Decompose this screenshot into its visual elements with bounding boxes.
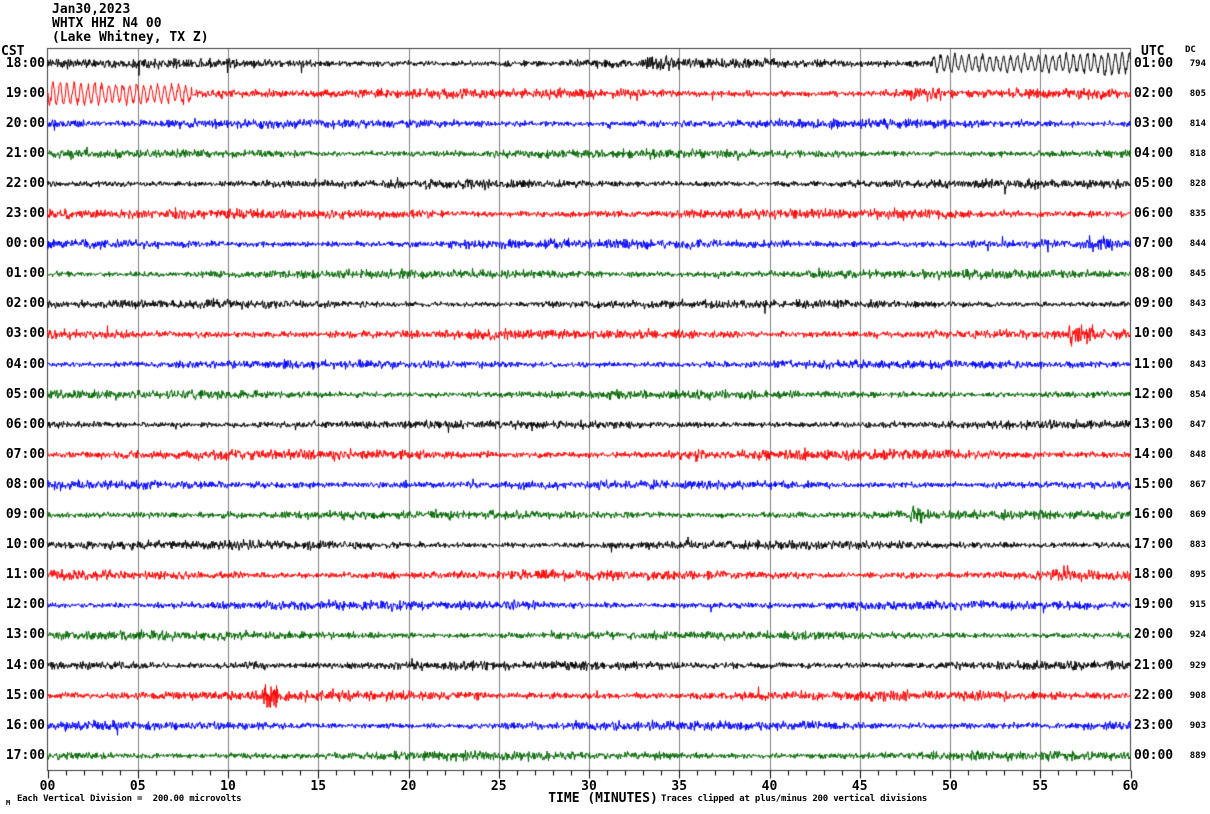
x-tick-label: 40 bbox=[761, 779, 778, 794]
cst-time-label: 17:00 bbox=[5, 747, 45, 763]
dc-offset-value: 854 bbox=[1189, 389, 1206, 400]
dc-offset-value: 843 bbox=[1189, 329, 1206, 340]
cst-time-label: 15:00 bbox=[5, 687, 45, 703]
scale-marker-glyph: M bbox=[6, 799, 11, 807]
cst-time-label: 05:00 bbox=[5, 386, 45, 402]
x-tick-label: 05 bbox=[129, 779, 146, 794]
utc-time-label: 02:00 bbox=[1134, 85, 1174, 101]
station-location: (Lake Whitney, TX Z) bbox=[52, 30, 209, 45]
dc-offset-value: 805 bbox=[1189, 88, 1206, 99]
utc-time-label: 19:00 bbox=[1134, 597, 1174, 613]
utc-time-label: 04:00 bbox=[1134, 145, 1174, 161]
utc-time-label: 09:00 bbox=[1134, 296, 1174, 312]
cst-time-label: 09:00 bbox=[5, 507, 45, 522]
dc-offset-value: 903 bbox=[1189, 720, 1206, 731]
x-tick-label: 20 bbox=[400, 779, 417, 794]
dc-offset-value: 895 bbox=[1189, 570, 1206, 581]
utc-time-label: 08:00 bbox=[1134, 266, 1174, 282]
utc-time-label: 21:00 bbox=[1134, 657, 1174, 673]
dc-offset-value: 869 bbox=[1189, 510, 1206, 520]
cst-time-label: 03:00 bbox=[5, 326, 45, 342]
dc-offset-value: 889 bbox=[1189, 750, 1206, 761]
utc-time-label: 11:00 bbox=[1134, 356, 1174, 372]
x-tick-label: 35 bbox=[671, 779, 688, 794]
dc-offset-value: 828 bbox=[1189, 178, 1206, 189]
utc-time-label: 07:00 bbox=[1134, 236, 1174, 252]
utc-time-label: 06:00 bbox=[1134, 206, 1174, 221]
cst-time-label: 14:00 bbox=[5, 657, 45, 673]
utc-time-label: 20:00 bbox=[1134, 627, 1174, 643]
dc-offset-value: 848 bbox=[1189, 449, 1206, 460]
dc-offset-value: 847 bbox=[1189, 419, 1206, 430]
utc-time-label: 01:00 bbox=[1134, 55, 1174, 71]
cst-time-label: 23:00 bbox=[5, 206, 45, 221]
utc-time-label: 13:00 bbox=[1134, 416, 1174, 432]
dc-offset-value: 843 bbox=[1189, 299, 1206, 310]
x-tick-label: 50 bbox=[942, 779, 958, 794]
dc-column-header: DC bbox=[1185, 45, 1196, 55]
x-tick-label: 45 bbox=[851, 779, 868, 794]
cst-time-label: 00:00 bbox=[5, 236, 45, 252]
station-code: WHTX HHZ N4 00 bbox=[52, 16, 162, 31]
cst-time-label: 20:00 bbox=[5, 115, 45, 131]
dc-offset-value: 867 bbox=[1189, 479, 1206, 490]
dc-offset-value: 845 bbox=[1189, 269, 1206, 280]
utc-time-label: 22:00 bbox=[1134, 687, 1174, 703]
footer-clip-text: Traces clipped at plus/minus 200 vertica… bbox=[661, 794, 928, 804]
x-tick-label: 60 bbox=[1122, 779, 1139, 794]
utc-time-label: 14:00 bbox=[1134, 446, 1174, 462]
cst-time-label: 21:00 bbox=[5, 145, 45, 161]
dc-offset-value: 818 bbox=[1189, 148, 1206, 159]
dc-offset-value: 929 bbox=[1189, 660, 1206, 671]
utc-time-label: 00:00 bbox=[1134, 747, 1174, 763]
dc-offset-value: 835 bbox=[1189, 209, 1206, 219]
dc-offset-value: 844 bbox=[1189, 239, 1206, 250]
x-tick-label: 10 bbox=[220, 779, 236, 794]
cst-time-label: 01:00 bbox=[5, 266, 45, 282]
dc-offset-value: 814 bbox=[1189, 118, 1206, 129]
cst-time-label: 10:00 bbox=[5, 537, 45, 553]
cst-time-label: 08:00 bbox=[5, 476, 45, 492]
utc-time-label: 15:00 bbox=[1134, 476, 1174, 492]
dc-offset-value: 915 bbox=[1189, 600, 1206, 611]
cst-time-label: 13:00 bbox=[5, 627, 45, 643]
utc-time-label: 12:00 bbox=[1134, 386, 1174, 402]
x-tick-label: 00 bbox=[39, 779, 56, 794]
utc-time-label: 18:00 bbox=[1134, 567, 1174, 583]
cst-time-label: 07:00 bbox=[5, 446, 45, 462]
left-axis-header-cst: CST bbox=[1, 44, 25, 59]
x-tick-label: 15 bbox=[310, 779, 327, 794]
cst-time-label: 19:00 bbox=[5, 85, 45, 101]
utc-time-label: 10:00 bbox=[1134, 326, 1174, 342]
cst-time-label: 06:00 bbox=[5, 416, 45, 432]
dc-offset-value: 883 bbox=[1189, 540, 1206, 551]
utc-time-label: 17:00 bbox=[1134, 537, 1174, 553]
heliplot-date: Jan30,2023 bbox=[52, 2, 131, 17]
cst-time-label: 22:00 bbox=[5, 175, 45, 191]
cst-time-label: 04:00 bbox=[5, 356, 45, 372]
dc-offset-value: 843 bbox=[1189, 359, 1206, 370]
utc-time-label: 05:00 bbox=[1134, 175, 1174, 191]
x-tick-label: 30 bbox=[581, 779, 597, 794]
dc-offset-value: 794 bbox=[1189, 58, 1206, 69]
utc-time-label: 23:00 bbox=[1134, 717, 1174, 733]
cst-time-label: 02:00 bbox=[5, 296, 45, 312]
dc-offset-value: 908 bbox=[1189, 690, 1206, 701]
cst-time-label: 12:00 bbox=[5, 597, 45, 613]
right-axis-header-utc: UTC bbox=[1141, 44, 1165, 59]
cst-time-label: 18:00 bbox=[5, 55, 45, 71]
x-tick-label: 55 bbox=[1032, 779, 1049, 794]
x-tick-label: 25 bbox=[490, 779, 507, 794]
footer-scale-text: Each Vertical Division = 200.00 microvol… bbox=[17, 794, 242, 804]
cst-time-label: 16:00 bbox=[5, 717, 45, 733]
utc-time-label: 03:00 bbox=[1134, 115, 1174, 131]
cst-time-label: 11:00 bbox=[5, 567, 45, 583]
x-axis-title: TIME (MINUTES) bbox=[548, 791, 658, 806]
dc-offset-value: 924 bbox=[1189, 630, 1206, 641]
utc-time-label: 16:00 bbox=[1134, 507, 1174, 522]
